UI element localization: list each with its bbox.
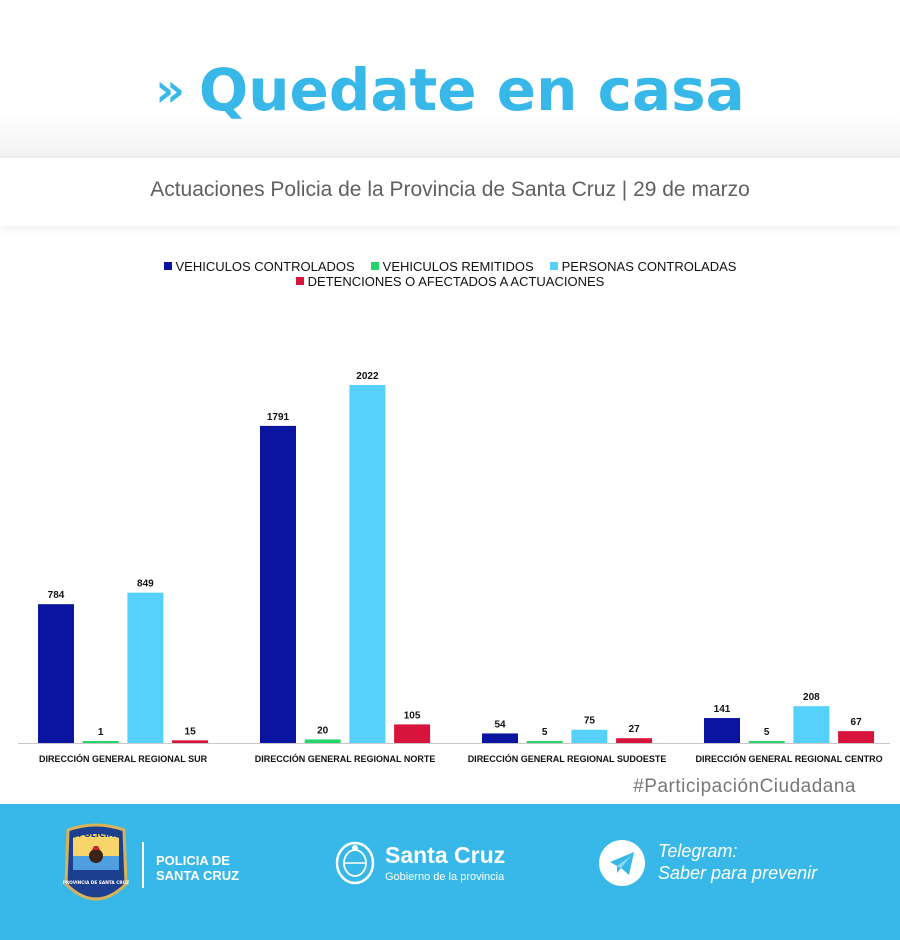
data-label: 15 — [185, 726, 197, 737]
police-line-1: POLICIA DE — [156, 853, 230, 868]
legend-label: PERSONAS CONTROLADAS — [561, 259, 737, 274]
data-label: 141 — [714, 704, 731, 715]
bar — [704, 718, 740, 743]
data-label: 2022 — [356, 371, 379, 382]
hashtag: #ParticipaciónCiudadana — [633, 776, 856, 797]
footer-divider — [142, 842, 144, 888]
data-label: 27 — [629, 724, 641, 735]
bar — [838, 731, 875, 743]
subtitle-bar — [0, 158, 900, 226]
data-label: 784 — [48, 590, 65, 601]
bar — [482, 733, 518, 743]
province-subtitle: Gobierno de la provincia — [385, 871, 505, 883]
bar — [127, 592, 164, 743]
police-badge-icon: POLICIA PROVINCIA DE SANTA CRUZ — [63, 823, 130, 901]
data-label: 5 — [542, 727, 548, 738]
legend-item-2: PERSONAS CONTROLADAS — [549, 259, 737, 274]
legend-label: DETENCIONES O AFECTADOS A ACTUACIONES — [307, 274, 605, 289]
legend-item-3: DETENCIONES O AFECTADOS A ACTUACIONES — [295, 274, 605, 289]
legend-item-1: VEHICULOS REMITIDOS — [370, 259, 534, 274]
bar-chart: 784 1 849 15 DIRECCIÓN GENERAL REGIONAL SUR 1… — [18, 371, 890, 764]
data-label: 208 — [803, 692, 820, 703]
bar — [526, 741, 563, 743]
police-line-2: SANTA CRUZ — [156, 868, 240, 883]
province-seal-icon — [335, 841, 375, 885]
bar — [260, 425, 296, 743]
data-label: 105 — [404, 710, 421, 721]
category-label: DIRECCIÓN GENERAL REGIONAL SUR — [39, 753, 208, 764]
data-label: 75 — [584, 716, 596, 727]
telegram-plane-icon — [610, 852, 634, 875]
chart-subtitle: Actuaciones Policia de la Provincia de S… — [150, 178, 750, 201]
legend-label: VEHICULOS REMITIDOS — [382, 259, 534, 274]
telegram-title: Telegram: — [658, 841, 738, 861]
legend-swatch — [163, 262, 172, 270]
footer: POLICIA PROVINCIA DE SANTA CRUZ POLICIA … — [0, 804, 900, 940]
data-label: 5 — [764, 727, 770, 738]
legend-label: VEHICULOS CONTROLADOS — [175, 259, 355, 274]
data-label: 1 — [98, 727, 104, 738]
chart-legend: VEHICULOS CONTROLADOS VEHICULOS REMITIDOS… — [0, 259, 900, 289]
chevron-icon: » — [155, 63, 185, 117]
legend-item-0: VEHICULOS CONTROLADOS — [163, 259, 355, 274]
bar — [304, 739, 341, 743]
bar — [616, 738, 653, 743]
telegram-subtitle: Saber para prevenir — [658, 863, 818, 883]
category-label: DIRECCIÓN GENERAL REGIONAL SUDOESTE — [468, 753, 667, 764]
bar — [349, 385, 386, 743]
headline: » Quedate en casa — [0, 50, 900, 130]
bar — [394, 724, 431, 743]
top-banner — [0, 0, 900, 160]
province-name: Santa Cruz — [385, 842, 506, 868]
legend-swatch — [370, 262, 379, 270]
legend-swatch — [549, 262, 558, 270]
data-label: 54 — [494, 719, 506, 730]
bar — [793, 706, 830, 743]
telegram-icon[interactable] — [599, 840, 645, 886]
data-label: 20 — [317, 725, 329, 736]
police-label: POLICIA DE SANTA CRUZ — [156, 853, 239, 883]
category-label: DIRECCIÓN GENERAL REGIONAL CENTRO — [695, 753, 882, 764]
bar — [571, 729, 608, 743]
badge-bottom-text: PROVINCIA DE SANTA CRUZ — [63, 880, 130, 886]
page-title: Quedate en casa — [198, 56, 745, 124]
bar — [38, 604, 74, 743]
bar — [172, 740, 209, 743]
legend-swatch — [295, 277, 304, 285]
category-label: DIRECCIÓN GENERAL REGIONAL NORTE — [255, 753, 436, 764]
data-label: 1791 — [267, 412, 290, 423]
bar — [82, 741, 119, 743]
data-label: 849 — [137, 579, 154, 590]
badge-top-text: POLICIA — [78, 830, 115, 839]
bar — [748, 741, 785, 743]
data-label: 67 — [851, 717, 863, 728]
